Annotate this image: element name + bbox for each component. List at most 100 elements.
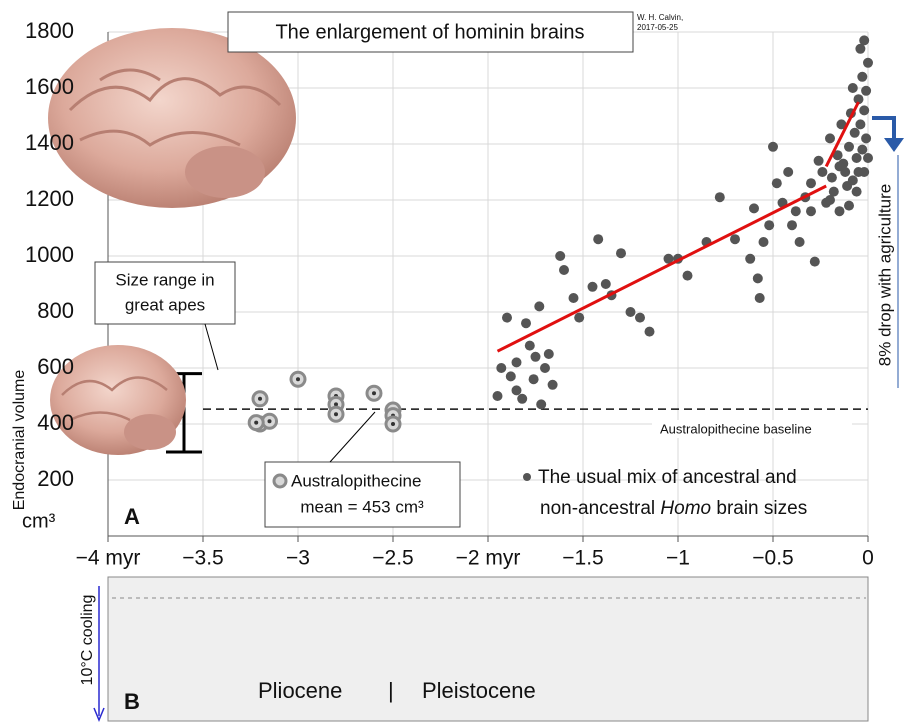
homo-point [859, 35, 869, 45]
homo-point [852, 153, 862, 163]
point-center [268, 419, 272, 423]
homo-point [835, 206, 845, 216]
homo-point [753, 273, 763, 283]
baseline-label: Australopithecine baseline [660, 421, 812, 436]
point-center [372, 391, 376, 395]
homo-point [534, 301, 544, 311]
period-label: | [388, 678, 394, 703]
australopithecine-point [367, 386, 381, 400]
point-center [258, 397, 262, 401]
homo-point [844, 201, 854, 211]
homo-point [783, 167, 793, 177]
homo-point [506, 371, 516, 381]
homo-point [540, 363, 550, 373]
homo-point [855, 119, 865, 129]
y-tick-label: 1000 [25, 242, 74, 267]
homo-point [616, 248, 626, 258]
australopithecine-point [329, 407, 343, 421]
homo-point [857, 72, 867, 82]
period-label: Pleistocene [422, 678, 536, 703]
homo-point [521, 318, 531, 328]
brain-image-human [48, 28, 296, 208]
arrow-head [884, 138, 904, 152]
homo-point [502, 313, 512, 323]
x-tick-label: −4 myr [76, 547, 141, 570]
cooling-label: 10°C cooling [79, 595, 96, 686]
y-tick-label: 1800 [25, 18, 74, 43]
homo-point [555, 251, 565, 261]
panel-label: A [124, 504, 140, 529]
homo-label: The usual mix of ancestral and [538, 467, 797, 488]
homo-point [496, 363, 506, 373]
homo-point [863, 153, 873, 163]
homo-point [817, 167, 827, 177]
homo-point [764, 220, 774, 230]
homo-point [559, 265, 569, 275]
x-tick-label: −2 myr [456, 547, 521, 570]
homo-point [601, 279, 611, 289]
homo-point [493, 391, 503, 401]
homo-point [810, 257, 820, 267]
homo-point [512, 357, 522, 367]
homo-point [806, 178, 816, 188]
australopithecine-point [263, 414, 277, 428]
homo-point [825, 195, 835, 205]
x-tick-label: −3.5 [182, 547, 223, 570]
homo-point [626, 307, 636, 317]
homo-point [859, 167, 869, 177]
x-tick-label: −1.5 [562, 547, 603, 570]
homo-label-part: Homo [660, 498, 711, 519]
point-center [334, 412, 338, 416]
homo-point [806, 206, 816, 216]
arrow [872, 118, 894, 140]
homo-point [531, 352, 541, 362]
y-tick-label: 600 [37, 354, 74, 379]
y-tick-label: 800 [37, 298, 74, 323]
homo-label: non-ancestral Homo brain sizes [540, 498, 807, 519]
homo-point [635, 313, 645, 323]
australopithecine-point [253, 392, 267, 406]
y-tick-label: 1200 [25, 186, 74, 211]
homo-point [857, 145, 867, 155]
homo-point [529, 374, 539, 384]
homo-point [683, 271, 693, 281]
homo-point [525, 341, 535, 351]
austral-label: Australopithecine [291, 471, 421, 490]
homo-point [569, 293, 579, 303]
homo-point [544, 349, 554, 359]
chart-title: The enlargement of hominin brains [275, 21, 584, 43]
homo-point [848, 175, 858, 185]
homo-point [795, 237, 805, 247]
homo-point [755, 293, 765, 303]
homo-point [759, 237, 769, 247]
homo-label-part: brain sizes [711, 498, 807, 519]
homo-point [814, 156, 824, 166]
figure: 20040060080010001200140016001800−4 myr−3… [0, 0, 904, 724]
x-tick-label: −2.5 [372, 547, 413, 570]
homo-point [512, 385, 522, 395]
y-tick-label: 1400 [25, 130, 74, 155]
homo-point [749, 203, 759, 213]
homo-point [730, 234, 740, 244]
y-unit: cm³ [22, 510, 56, 532]
homo-point [574, 313, 584, 323]
australopithecine-point [291, 372, 305, 386]
homo-point [772, 178, 782, 188]
y-axis-label: Endocranial volume [11, 370, 28, 511]
legend-dot [523, 473, 531, 481]
homo-point [593, 234, 603, 244]
ape-label: great apes [125, 295, 205, 314]
panel-label: B [124, 689, 140, 714]
homo-point [768, 142, 778, 152]
homo-point [852, 187, 862, 197]
homo-point [844, 142, 854, 152]
y-tick-label: 1600 [25, 74, 74, 99]
trend-line [498, 186, 827, 351]
x-tick-label: −3 [286, 547, 310, 570]
homo-point [861, 86, 871, 96]
austral-label: mean = 453 cm³ [300, 497, 424, 516]
homo-point [645, 327, 655, 337]
watermark: W. H. Calvin, [637, 13, 683, 22]
homo-point [787, 220, 797, 230]
homo-label-part: non-ancestral [540, 498, 660, 519]
